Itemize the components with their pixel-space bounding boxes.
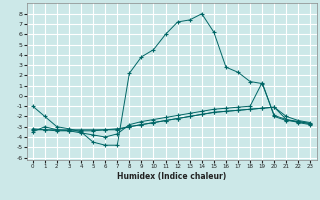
X-axis label: Humidex (Indice chaleur): Humidex (Indice chaleur) bbox=[117, 172, 226, 181]
